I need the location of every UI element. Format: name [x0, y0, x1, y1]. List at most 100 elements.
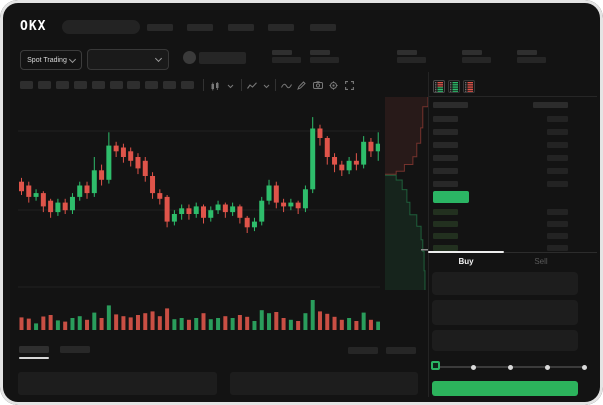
volume-bar: [63, 321, 68, 330]
depth-bids-line: [385, 174, 426, 290]
candle-body: [222, 204, 228, 213]
ask-price-placeholder: [433, 116, 458, 122]
bid-row[interactable]: [433, 209, 568, 221]
ask-price-placeholder: [433, 181, 458, 187]
timeframe-button[interactable]: [20, 81, 33, 89]
candle-body: [106, 145, 112, 180]
chevron-down-icon: [68, 55, 76, 63]
last-price-highlight[interactable]: [433, 191, 469, 203]
timeframe-button[interactable]: [73, 81, 87, 89]
stat-value-placeholder: [310, 57, 339, 63]
timeframe-button[interactable]: [145, 81, 159, 89]
bottom-tab-open-orders[interactable]: [19, 346, 49, 353]
book-asks-icon[interactable]: [463, 80, 475, 93]
volume-bar: [361, 312, 366, 330]
order-total-field[interactable]: [432, 330, 578, 351]
timeframe-button[interactable]: [127, 81, 141, 89]
candle-body: [40, 193, 46, 207]
stat-label-placeholder: [462, 50, 482, 55]
order-amount-field[interactable]: [432, 300, 578, 325]
candle-body: [120, 147, 126, 157]
tab-sell[interactable]: Sell: [534, 257, 548, 266]
volume-bar: [165, 308, 170, 330]
orderbook-amount-header: [533, 102, 568, 108]
chevron-down-icon[interactable]: [227, 84, 234, 89]
nav-item-placeholder[interactable]: [310, 24, 336, 31]
volume-bar: [194, 318, 199, 330]
market-type-dropdown[interactable]: Spot Trading: [20, 50, 82, 70]
wave-line-icon[interactable]: [281, 83, 292, 89]
volume-bar: [99, 318, 104, 330]
orders-table-placeholder: [18, 372, 217, 395]
candle-body: [208, 210, 214, 218]
slider-stop-dot[interactable]: [581, 364, 587, 370]
timeframe-button[interactable]: [55, 81, 69, 89]
chevron-down-icon[interactable]: [263, 84, 270, 89]
timeframe-button[interactable]: [163, 81, 177, 89]
volume-bar: [208, 319, 213, 330]
ask-row[interactable]: [433, 168, 568, 181]
bottom-action-left[interactable]: [348, 347, 378, 354]
bid-row[interactable]: [433, 233, 568, 245]
order-price-field[interactable]: [432, 272, 578, 295]
pencil-icon[interactable]: [297, 81, 306, 90]
ask-row[interactable]: [433, 116, 568, 129]
orderbook-price-header: [433, 102, 468, 108]
expand-icon[interactable]: [345, 81, 354, 90]
ask-row[interactable]: [433, 142, 568, 155]
slider-stop-dot[interactable]: [507, 364, 513, 370]
timeframe-button[interactable]: [181, 81, 195, 89]
candle-body: [215, 204, 221, 211]
candle-body: [62, 202, 68, 211]
slider-stop-dot[interactable]: [544, 364, 550, 370]
bid-amount-placeholder: [547, 221, 568, 227]
book-combined-icon[interactable]: [433, 80, 445, 93]
gear-icon[interactable]: [329, 81, 338, 90]
depth-price-marker: [421, 249, 428, 251]
volume-bar: [201, 313, 206, 330]
tab-buy[interactable]: Buy: [458, 257, 474, 266]
toolbar-divider: [203, 79, 204, 91]
search-input[interactable]: [62, 20, 140, 34]
timeframe-button[interactable]: [37, 81, 51, 89]
candle-body: [164, 196, 170, 222]
volume-bar: [135, 315, 140, 330]
candle-body: [171, 214, 177, 222]
buy-submit-button[interactable]: [432, 381, 578, 396]
toolbar-divider: [275, 79, 276, 91]
candle-body: [55, 202, 61, 213]
nav-item-placeholder[interactable]: [268, 24, 294, 31]
candle-body: [295, 202, 301, 209]
volume-bar: [296, 321, 301, 330]
slider-stop-dot[interactable]: [470, 364, 476, 370]
volume-bar: [267, 313, 272, 330]
nav-item-placeholder[interactable]: [187, 24, 213, 31]
candle-body: [317, 128, 323, 138]
bottom-tab-history[interactable]: [60, 346, 90, 353]
bottom-action-right[interactable]: [386, 347, 416, 354]
amount-slider-handle[interactable]: [431, 361, 440, 370]
bid-row[interactable]: [433, 221, 568, 233]
volume-bar: [106, 305, 111, 330]
volume-bar: [376, 321, 380, 330]
camera-icon[interactable]: [313, 81, 323, 89]
ask-row[interactable]: [433, 155, 568, 168]
volume-bar: [216, 318, 221, 330]
bid-row[interactable]: [433, 245, 568, 257]
candlestick-chart[interactable]: [18, 96, 380, 334]
trading-pair-dropdown[interactable]: [87, 49, 169, 70]
ask-row[interactable]: [433, 181, 568, 194]
candle-interval-icon[interactable]: [210, 82, 220, 91]
indicators-icon[interactable]: [247, 82, 257, 90]
nav-item-placeholder[interactable]: [228, 24, 254, 31]
timeframe-button[interactable]: [91, 81, 105, 89]
toolbar-divider: [241, 79, 242, 91]
timeframe-button[interactable]: [109, 81, 123, 89]
book-bids-icon[interactable]: [448, 80, 460, 93]
ask-row[interactable]: [433, 129, 568, 142]
stat-label-placeholder: [397, 50, 417, 55]
volume-bar: [19, 317, 24, 330]
volume-bar: [354, 321, 359, 330]
nav-item-placeholder[interactable]: [147, 24, 173, 31]
